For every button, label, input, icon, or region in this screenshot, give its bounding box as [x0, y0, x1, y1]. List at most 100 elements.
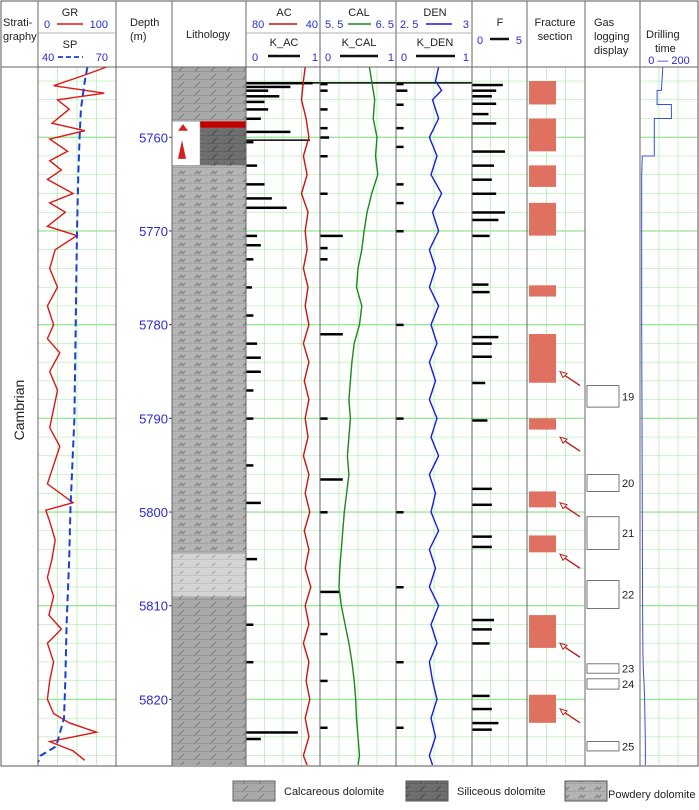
header: Strati- graphy GR 0 100 SP 40 70 Depth (… [3, 7, 690, 67]
gr-max: 100 [90, 19, 108, 31]
f-bar [472, 707, 492, 711]
f-bar [472, 211, 505, 214]
k-den-bar [396, 89, 408, 92]
gas-display-box [586, 741, 620, 752]
lithology-triangle-symbol [178, 124, 188, 131]
fracture-section-box [529, 694, 556, 723]
lithology-layer-light [172, 554, 246, 597]
k-cal-bar [320, 155, 328, 158]
k-ac-bar [246, 100, 265, 104]
k-cal-bar [320, 192, 328, 195]
k-cal-bar [320, 136, 330, 139]
depth-tick-label: 5770 [139, 224, 168, 239]
legend-label-siliceous: Siliceous dolomite [457, 786, 546, 798]
gas-display-label: 20 [622, 478, 634, 490]
fracture-section-box [529, 165, 556, 187]
lithology-triangle-symbol [178, 140, 186, 159]
k-ac-bar [246, 370, 261, 373]
depth-tick-label: 5800 [139, 505, 168, 520]
cal-max: 6. 5 [376, 19, 394, 31]
f-bar [472, 342, 492, 345]
k-cal-bar [320, 679, 328, 683]
legend-swatch-siliceous [405, 780, 449, 802]
k-den-bar [396, 417, 404, 420]
sp-max: 70 [96, 52, 108, 64]
f-bar [472, 335, 499, 339]
f-bar [472, 234, 490, 238]
f-bar [472, 419, 488, 422]
gas-display-label: 23 [622, 663, 634, 675]
k-ac-bar [246, 464, 254, 467]
f-bar [472, 355, 492, 359]
depth-header-1: Depth [130, 17, 159, 29]
depth-header-2: (m) [130, 31, 147, 43]
k-den-bar [396, 726, 404, 730]
fracture-arrow-head [559, 708, 568, 716]
fracture-header-2: section [538, 31, 573, 43]
k-den-bar [396, 183, 404, 186]
bar-tracks [246, 81, 505, 741]
legend-swatch-calcareous [232, 780, 276, 802]
lithology-layer-red [172, 121, 246, 128]
lithology-layer-calcareous [172, 67, 246, 122]
k-ac-bar [246, 731, 298, 734]
depth-tick-label: 5780 [139, 318, 168, 333]
column-separators [1, 1, 698, 766]
k-ac-bar [246, 314, 254, 317]
sp-curve [37, 66, 89, 763]
k-cal-bar [320, 632, 328, 636]
k-cal-bar [320, 726, 328, 730]
fracture-section-box [529, 118, 556, 152]
k-ac-bar [246, 258, 254, 261]
fracture-arrow-head [559, 501, 568, 510]
gas-header-3: display [594, 45, 629, 57]
f-bar [472, 503, 492, 507]
k-den-min: 0 [401, 52, 407, 64]
sp-min: 40 [42, 52, 54, 64]
k-ac-bar [246, 356, 261, 359]
k-ac-bar [246, 389, 254, 392]
fracture-arrow-head [559, 642, 568, 651]
f-bar [472, 618, 494, 622]
f-bar [472, 122, 497, 125]
k-ac-bar [246, 737, 261, 741]
k-den-bar [396, 660, 404, 664]
lithology-symbol-box [171, 121, 201, 166]
fracture-section-box [529, 418, 556, 430]
lithology-header: Lithology [186, 29, 231, 41]
gr-header: GR [62, 7, 79, 19]
k-ac-bar [246, 89, 269, 92]
k-ac-bar [246, 140, 254, 144]
k-cal-bar [320, 89, 328, 92]
strat-header-2: graphy [3, 31, 37, 43]
k-ac-bar [246, 342, 258, 345]
k-den-bar [396, 229, 404, 233]
cal-header: CAL [348, 7, 369, 19]
den-max: 3 [463, 19, 469, 31]
gas-display-box [586, 516, 620, 550]
f-bar [472, 381, 486, 385]
ac-header: AC [276, 7, 291, 19]
gr-curve [44, 66, 107, 761]
stratigraphy-label: Cambrian [11, 380, 27, 441]
k-cal-bar [320, 246, 328, 250]
gas-display-box [586, 474, 620, 492]
den-header: DEN [423, 7, 446, 19]
k-ac-bar [246, 197, 272, 200]
k-den-bar [396, 323, 404, 327]
drill-range: 0 — 200 [648, 55, 690, 67]
depth-tick-label: 5820 [139, 692, 168, 707]
sp-header: SP [63, 39, 78, 51]
k-ac-header: K_AC [270, 37, 299, 49]
f-bar [472, 283, 489, 286]
k-ac-min: 0 [252, 52, 258, 64]
ac-curve [300, 66, 312, 766]
fracture-section-box [529, 81, 556, 105]
k-ac-bar [246, 660, 254, 664]
k-den-bar [396, 103, 404, 106]
k-den-bar [396, 126, 404, 130]
fracture-section-box [529, 535, 556, 553]
k-den-bar [396, 585, 404, 589]
